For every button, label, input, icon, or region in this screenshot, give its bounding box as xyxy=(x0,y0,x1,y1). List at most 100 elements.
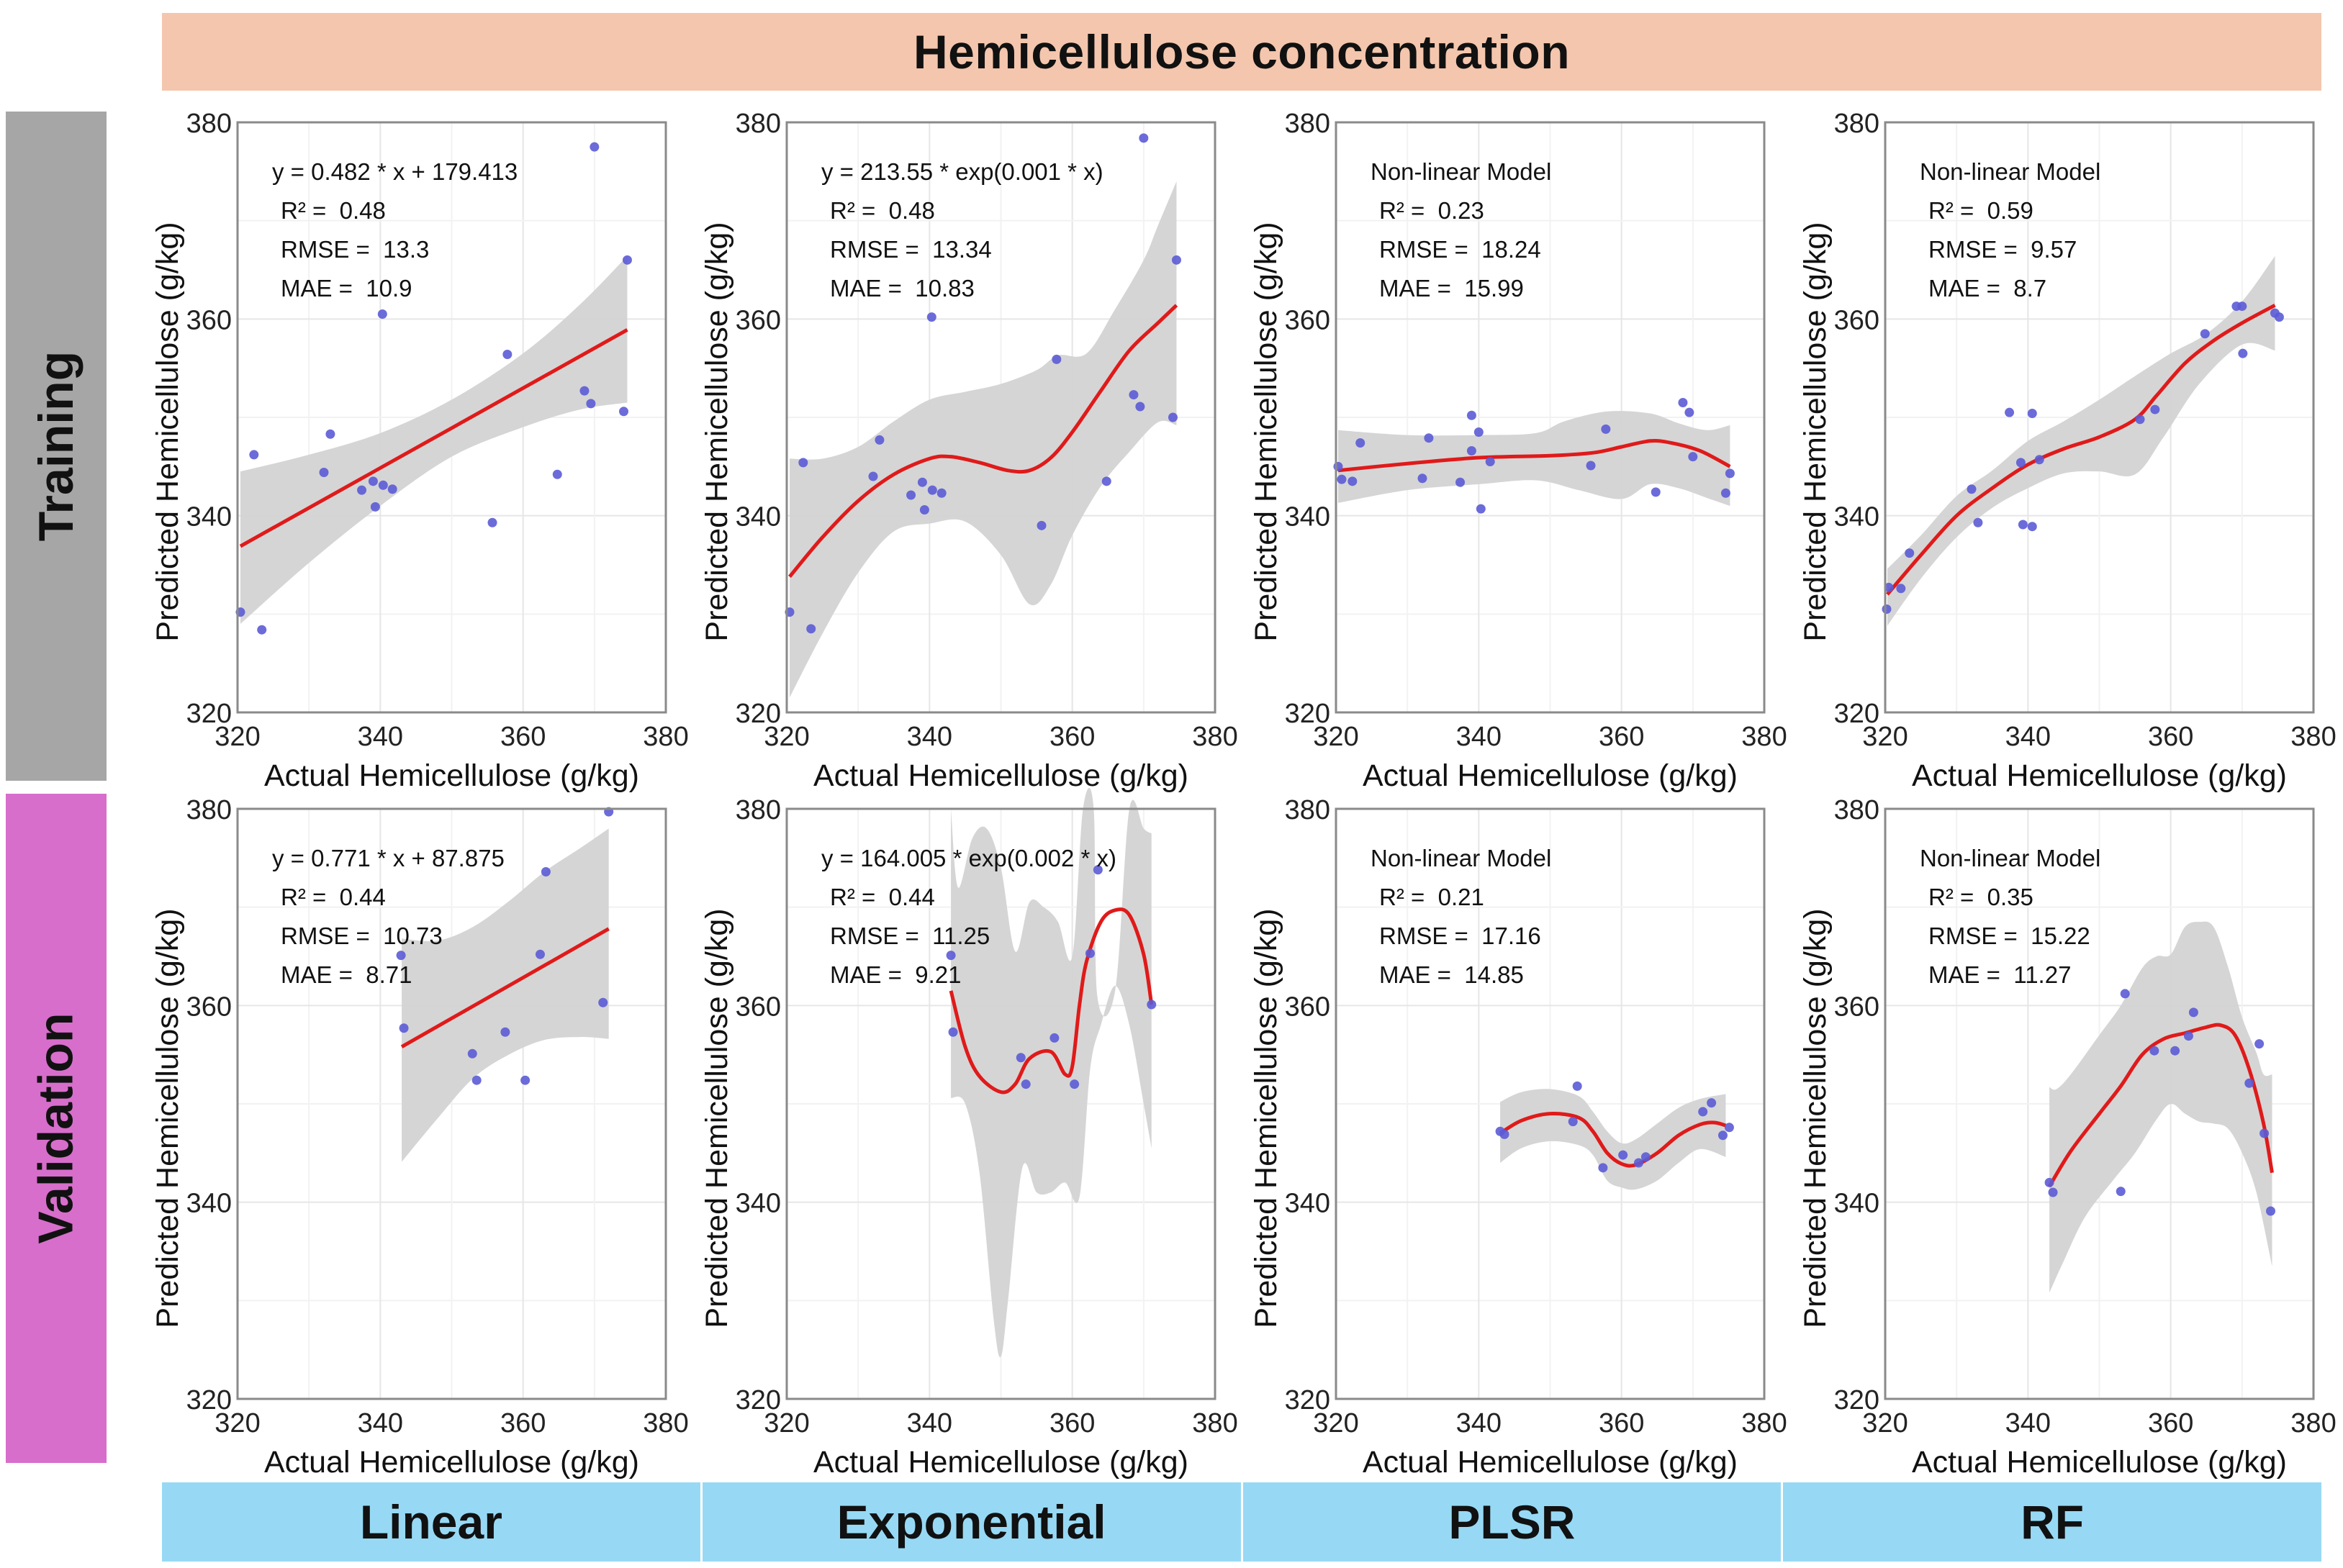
data-point xyxy=(319,468,329,478)
data-point xyxy=(257,625,267,635)
y-tick-label: 320 xyxy=(1285,1385,1330,1415)
r-squared: R² = 0.44 xyxy=(830,884,935,910)
panel-validation-rf: 320 340 360 380 320 340 360 380 Actual Hemicellu… xyxy=(1781,795,2337,1479)
data-point xyxy=(875,435,885,445)
data-point xyxy=(2015,458,2026,468)
data-point xyxy=(1725,468,1735,479)
data-point xyxy=(948,1027,958,1037)
r-squared: R² = 0.48 xyxy=(281,197,386,224)
y-tick-label: 320 xyxy=(736,1385,781,1415)
data-point xyxy=(936,488,947,498)
data-point xyxy=(357,485,367,495)
y-tick-label: 340 xyxy=(736,1189,781,1219)
y-tick-label: 320 xyxy=(186,1385,232,1415)
data-point xyxy=(1049,1033,1060,1043)
data-point xyxy=(2200,329,2210,339)
x-axis-title: Actual Hemicellulose (g/kg) xyxy=(1912,1445,2287,1479)
x-axis-title: Actual Hemicellulose (g/kg) xyxy=(1363,758,1738,793)
r-squared: R² = 0.59 xyxy=(1928,197,2033,224)
data-point xyxy=(1147,1000,1157,1010)
data-point xyxy=(927,485,937,495)
x-tick-label: 340 xyxy=(907,1408,952,1438)
y-axis-title: Predicted Hemicellulose (g/kg) xyxy=(150,908,185,1328)
data-point xyxy=(1640,1152,1651,1162)
mae: MAE = 9.21 xyxy=(830,961,962,988)
x-tick-label: 320 xyxy=(764,1408,809,1438)
plot-border xyxy=(1335,121,1766,714)
row-label-training-text: Training xyxy=(29,350,83,542)
y-axis-title: Predicted Hemicellulose (g/kg) xyxy=(1798,222,1833,641)
data-point xyxy=(2005,407,2015,417)
y-axis-title: Predicted Hemicellulose (g/kg) xyxy=(700,222,734,641)
confidence-band xyxy=(1337,411,1730,506)
data-point xyxy=(1586,461,1596,471)
panel-training-exponential: 320 340 360 380 320 340 360 380 Actual Hemicellu… xyxy=(682,109,1238,793)
data-point xyxy=(325,429,335,439)
x-tick-label: 320 xyxy=(1313,722,1358,752)
y-tick-label: 360 xyxy=(1834,992,1879,1022)
fit-line xyxy=(1499,1112,1727,1168)
model-label-plsr-text: PLSR xyxy=(1448,1495,1576,1549)
data-point xyxy=(868,471,878,481)
data-point xyxy=(917,477,927,487)
y-tick-label: 380 xyxy=(1834,109,1879,139)
panel-training-rf: 320 340 360 380 320 340 360 380 Actual Hemicellu… xyxy=(1781,109,2337,793)
plot-border xyxy=(236,121,667,714)
data-point xyxy=(2120,989,2130,999)
y-axis-title: Predicted Hemicellulose (g/kg) xyxy=(700,908,734,1328)
stats-annotation: Non-linear Model R² = 0.35 RMSE = 15.22 MAE… xyxy=(1920,839,2100,994)
y-tick-label: 340 xyxy=(736,502,781,533)
data-point xyxy=(1466,410,1476,420)
x-tick-label: 320 xyxy=(1313,1408,1358,1438)
data-point xyxy=(1967,484,1977,494)
data-point xyxy=(1021,1079,1031,1089)
data-point xyxy=(2238,348,2248,358)
panel-validation-exponential: 320 340 360 380 320 340 360 380 Actual Hemicellu… xyxy=(682,787,1238,1479)
y-tick-label: 340 xyxy=(1285,1189,1330,1219)
x-axis-title: Actual Hemicellulose (g/kg) xyxy=(813,1445,1188,1479)
panel-training-linear: 320 340 360 380 320 340 360 380 Actual Hemicellu… xyxy=(133,109,689,793)
data-point xyxy=(926,312,936,322)
y-axis-title: Predicted Hemicellulose (g/kg) xyxy=(1798,908,1833,1328)
confidence-band xyxy=(402,828,609,1162)
data-point xyxy=(2027,409,2037,419)
data-point xyxy=(1417,473,1427,484)
rmse: RMSE = 13.3 xyxy=(281,236,430,263)
data-point xyxy=(2018,520,2028,530)
x-tick-label: 360 xyxy=(500,722,546,752)
data-point xyxy=(590,142,600,152)
data-point xyxy=(1707,1098,1717,1108)
x-axis-title: Actual Hemicellulose (g/kg) xyxy=(1363,1445,1738,1479)
x-tick-label: 360 xyxy=(1049,722,1095,752)
data-point xyxy=(1905,548,1915,558)
fit-line xyxy=(400,927,610,1048)
data-point xyxy=(1085,948,1095,959)
fit-line xyxy=(1337,439,1731,473)
confidence-band xyxy=(1887,255,2275,626)
data-point xyxy=(535,949,545,959)
y-tick-label: 360 xyxy=(736,992,781,1022)
fit-line xyxy=(1886,303,2276,596)
data-point xyxy=(1168,412,1178,422)
data-point xyxy=(1572,1081,1582,1091)
data-point xyxy=(1598,1163,1608,1173)
model-equation: y = 0.771 * x + 87.875 xyxy=(272,845,505,871)
data-point xyxy=(368,476,378,486)
data-point xyxy=(2274,312,2284,322)
data-point xyxy=(1424,433,1434,443)
model-label-linear-text: Linear xyxy=(359,1495,502,1549)
mae: MAE = 10.83 xyxy=(830,275,975,302)
y-tick-label: 380 xyxy=(1285,795,1330,825)
data-point xyxy=(1684,407,1694,417)
data-point xyxy=(2149,1046,2159,1056)
data-point xyxy=(2254,1039,2265,1049)
y-tick-label: 340 xyxy=(1834,502,1879,533)
y-tick-label: 320 xyxy=(1285,699,1330,729)
stats-annotation: y = 164.005 * exp(0.002 * x) R² = 0.44 RMS… xyxy=(821,839,1116,994)
model-equation: Non-linear Model xyxy=(1371,158,1552,185)
y-tick-label: 380 xyxy=(186,109,232,139)
x-tick-label: 340 xyxy=(907,722,952,752)
model-label-linear: Linear xyxy=(162,1482,703,1562)
mae: MAE = 15.99 xyxy=(1379,275,1524,302)
